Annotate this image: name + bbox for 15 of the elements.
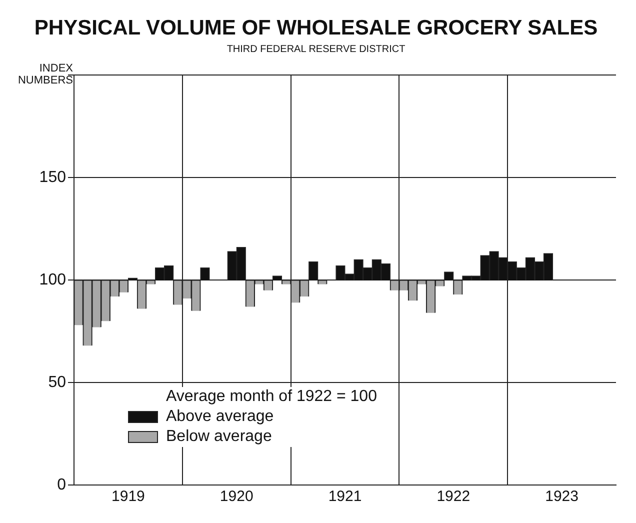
y-tick-label: 150 xyxy=(39,169,66,186)
y-tick-label: 50 xyxy=(48,374,66,391)
x-tick-label: 1919 xyxy=(112,488,145,506)
x-tick-label: 1923 xyxy=(545,488,578,506)
legend-label: Below average xyxy=(166,427,272,447)
x-tick-label: 1920 xyxy=(220,488,254,506)
chart-title: PHYSICAL VOLUME OF WHOLESALE GROCERY SALES xyxy=(34,16,598,40)
x-tick-label: 1922 xyxy=(436,488,470,506)
chart-subtitle: THIRD FEDERAL RESERVE DISTRICT xyxy=(226,44,406,55)
legend-label: Above average xyxy=(166,407,274,427)
y-tick-label: 0 xyxy=(57,476,66,494)
x-tick-label: 1921 xyxy=(328,488,362,506)
y-axis-title: INDEX NUMBERS xyxy=(18,62,74,87)
legend-title: Average month of 1922 = 100 xyxy=(166,387,377,407)
y-tick-label: 100 xyxy=(39,272,66,289)
